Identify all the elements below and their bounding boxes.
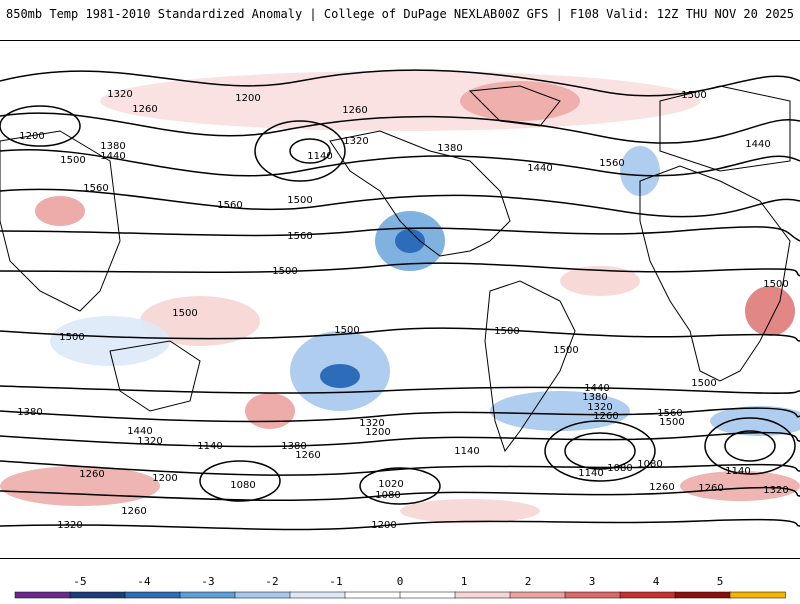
contour-label: 1440 bbox=[584, 383, 609, 394]
contour-label: 1020 bbox=[378, 479, 403, 490]
contour-label: 1500 bbox=[494, 326, 519, 337]
contour-label: 1560 bbox=[287, 231, 312, 242]
colorbar-tick-label: -4 bbox=[137, 575, 151, 588]
colorbar-tick-label: 1 bbox=[461, 575, 468, 588]
contour-label: 1140 bbox=[725, 466, 750, 477]
contour-label: 1320 bbox=[137, 436, 162, 447]
contour-label: 1440 bbox=[745, 139, 770, 150]
contour-label: 1320 bbox=[343, 136, 368, 147]
colorbar-swatch bbox=[289, 591, 346, 599]
contour-label: 1260 bbox=[342, 105, 367, 116]
contour-label: 1320 bbox=[763, 485, 788, 496]
contour-label: 1320 bbox=[359, 418, 384, 429]
colorbar-swatch bbox=[344, 591, 401, 599]
colorbar-svg: -5 -4 -3 -2 -1 0 1 2 3 4 5 bbox=[14, 575, 786, 599]
contour-label: 1200 bbox=[371, 520, 396, 531]
contour-label: 1500 bbox=[681, 90, 706, 101]
contour-label: 1080 bbox=[607, 463, 632, 474]
colorbar-swatch bbox=[454, 591, 511, 599]
contour-label: 1500 bbox=[763, 279, 788, 290]
contour-label: 1500 bbox=[287, 195, 312, 206]
coastlines bbox=[0, 85, 791, 453]
map-title: 850mb Temp 1981-2010 Standardized Anomal… bbox=[6, 7, 498, 21]
contour-label: 1140 bbox=[454, 446, 479, 457]
colorbar: -5 -4 -3 -2 -1 0 1 2 3 4 5 bbox=[0, 570, 800, 600]
colorbar-tick-label: -1 bbox=[329, 575, 342, 588]
contour-label: 1260 bbox=[79, 469, 104, 480]
contour-label: 1440 bbox=[127, 426, 152, 437]
contour-label: 1380 bbox=[582, 392, 607, 403]
colorbar-swatch bbox=[729, 591, 786, 599]
colorbar-tick-label: -2 bbox=[265, 575, 278, 588]
colorbar-swatch bbox=[564, 591, 621, 599]
contour-label: 1500 bbox=[172, 308, 197, 319]
contour-label: 1380 bbox=[437, 143, 462, 154]
contour-label: 1260 bbox=[698, 483, 723, 494]
contour-label: 1560 bbox=[599, 158, 624, 169]
contour-label: 1260 bbox=[295, 450, 320, 461]
contour-label: 1320 bbox=[107, 89, 132, 100]
contour-label: 1080 bbox=[230, 480, 255, 491]
contour-label: 1260 bbox=[132, 104, 157, 115]
colorbar-swatch bbox=[509, 591, 566, 599]
contour-label: 1500 bbox=[659, 417, 684, 428]
contour-label: 1260 bbox=[593, 411, 618, 422]
contour-label: 1080 bbox=[637, 459, 662, 470]
contour-label: 1500 bbox=[334, 325, 359, 336]
contour-label: 1440 bbox=[100, 151, 125, 162]
colorbar-swatch bbox=[124, 591, 181, 599]
colorbar-tick-label: -5 bbox=[73, 575, 86, 588]
contour-label: 1500 bbox=[59, 332, 84, 343]
contour-label: 1200 bbox=[152, 473, 177, 484]
contour-label: 1320 bbox=[587, 402, 612, 413]
colorbar-tick-label: 2 bbox=[525, 575, 532, 588]
colorbar-ticks: -5 -4 -3 -2 -1 0 1 2 3 4 5 bbox=[73, 575, 723, 588]
colorbar-tick-label: 4 bbox=[653, 575, 660, 588]
anomaly-shading bbox=[0, 71, 800, 523]
contour-label: 1200 bbox=[19, 131, 44, 142]
colorbar-swatch bbox=[674, 591, 731, 599]
contour-label: 1140 bbox=[197, 441, 222, 452]
colorbar-tick-label: 3 bbox=[589, 575, 596, 588]
contour-label: 1440 bbox=[527, 163, 552, 174]
contour-label: 1200 bbox=[365, 427, 390, 438]
contour-label: 1560 bbox=[83, 183, 108, 194]
colorbar-tick-label: 0 bbox=[397, 575, 404, 588]
contour-label: 1140 bbox=[307, 151, 332, 162]
contour-label: 1500 bbox=[60, 155, 85, 166]
contour-label: 1500 bbox=[553, 345, 578, 356]
map-canvas: 1320 1260 1200 1200 1260 1320 1380 1440 … bbox=[0, 69, 800, 531]
colorbar-swatch bbox=[399, 591, 456, 599]
contour-label: 1560 bbox=[657, 408, 682, 419]
contour-label: 1260 bbox=[121, 506, 146, 517]
contour-label: 1500 bbox=[272, 266, 297, 277]
contour-label: 1380 bbox=[281, 441, 306, 452]
colorbar-swatch bbox=[69, 591, 126, 599]
contour-label: 1320 bbox=[57, 520, 82, 531]
header: 850mb Temp 1981-2010 Standardized Anomal… bbox=[0, 0, 800, 32]
colorbar-swatches bbox=[14, 591, 786, 599]
contour-labels: 1320 1260 1200 1200 1260 1320 1380 1440 … bbox=[17, 89, 788, 531]
contour-label: 1500 bbox=[691, 378, 716, 389]
height-contours bbox=[0, 69, 800, 531]
contour-label: 1380 bbox=[17, 407, 42, 418]
contour-label: 1080 bbox=[375, 490, 400, 501]
colorbar-tick-label: -3 bbox=[201, 575, 214, 588]
weather-map: 1320 1260 1200 1200 1260 1320 1380 1440 … bbox=[0, 40, 800, 559]
contour-label: 1560 bbox=[217, 200, 242, 211]
run-info: 00Z GFS | F108 Valid: 12Z THU NOV 20 202… bbox=[497, 7, 794, 21]
colorbar-swatch bbox=[234, 591, 291, 599]
contour-label: 1200 bbox=[235, 93, 260, 104]
contour-label: 1380 bbox=[100, 141, 125, 152]
colorbar-swatch bbox=[179, 591, 236, 599]
contour-label: 1260 bbox=[649, 482, 674, 493]
colorbar-swatch bbox=[619, 591, 676, 599]
contour-label: 1140 bbox=[578, 468, 603, 479]
colorbar-tick-label: 5 bbox=[717, 575, 724, 588]
colorbar-swatch bbox=[14, 591, 71, 599]
